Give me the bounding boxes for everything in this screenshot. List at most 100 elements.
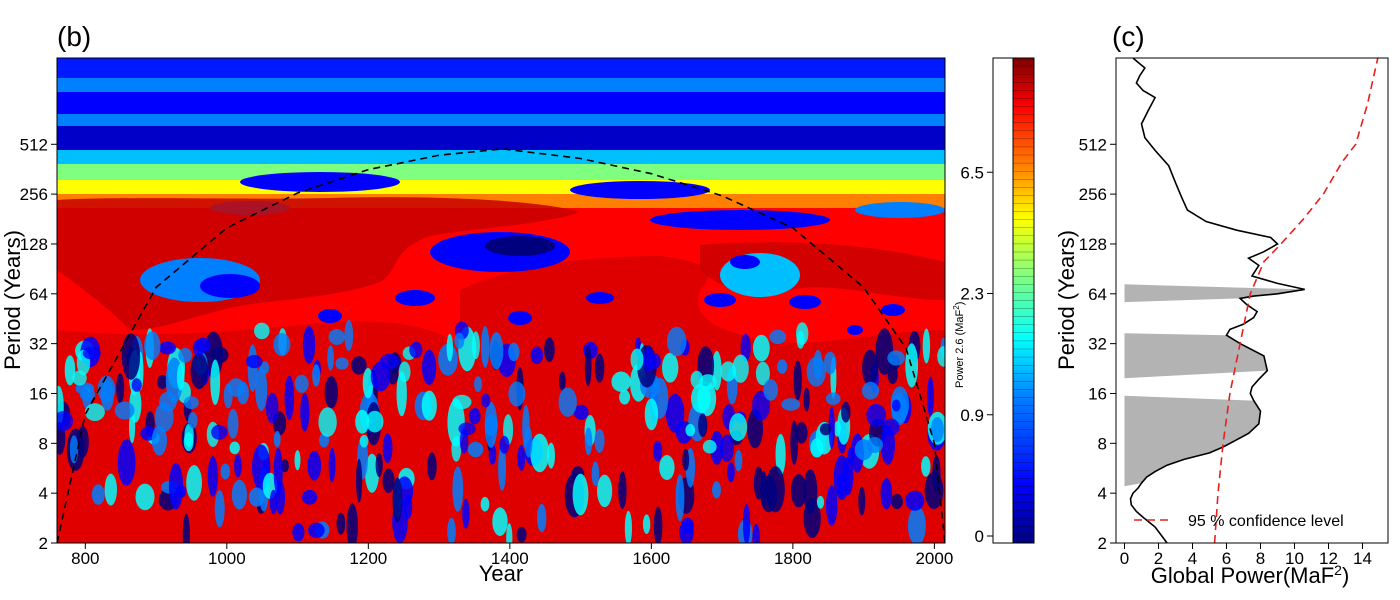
texture-blob: [734, 450, 743, 472]
x-tick-label: 6: [1222, 549, 1231, 568]
texture-blob: [584, 344, 592, 387]
texture-blob: [284, 375, 295, 421]
texture-blob: [492, 507, 508, 536]
texture-blob: [882, 418, 900, 436]
texture-blob: [573, 404, 589, 420]
texture-blob: [227, 378, 245, 397]
x-tick-label: 8: [1256, 549, 1265, 568]
texture-blob: [190, 353, 208, 390]
texture-blob: [294, 374, 309, 393]
texture-blob: [937, 346, 945, 367]
short-period-texture: [57, 319, 945, 543]
heatmap-frame: [56, 57, 946, 544]
blob-blue: [650, 210, 830, 230]
texture-blob: [618, 471, 627, 509]
texture-blob: [887, 350, 905, 366]
blob-blue: [200, 274, 260, 298]
x-tick-label: 0: [1120, 549, 1129, 568]
texture-blob: [324, 376, 338, 409]
texture-blob: [732, 354, 749, 383]
texture-blob: [690, 370, 704, 389]
blob-blue: [570, 181, 710, 199]
texture-blob: [866, 403, 887, 427]
texture-blob: [57, 411, 73, 431]
texture-blob: [653, 440, 663, 462]
y-tick-label: 256: [20, 185, 48, 204]
texture-blob: [183, 396, 199, 409]
texture-blob: [159, 391, 177, 412]
texture-blob: [816, 495, 825, 509]
texture-blob: [795, 422, 808, 444]
texture-blob: [819, 423, 832, 436]
y-tick-label: 256: [1079, 185, 1107, 204]
band-yellow: [57, 180, 945, 194]
texture-blob: [659, 455, 675, 480]
significant-band: [1124, 284, 1305, 303]
texture-blob: [922, 328, 931, 364]
texture-blob: [777, 359, 788, 374]
texture-blob: [905, 490, 925, 511]
texture-blob: [766, 466, 785, 513]
texture-blob: [312, 364, 321, 387]
texture-blob: [790, 420, 799, 465]
texture-blob: [346, 503, 358, 543]
texture-blob: [302, 489, 318, 505]
significant-band: [1124, 333, 1268, 379]
texture-blob: [69, 435, 79, 464]
texture-blob: [781, 398, 801, 411]
texture-blob: [710, 430, 724, 465]
texture-blob: [769, 329, 787, 345]
texture-blob: [97, 375, 116, 403]
x-tick-label: 800: [71, 549, 99, 568]
texture-blob: [186, 465, 203, 501]
texture-blob: [740, 333, 751, 362]
texture-blob: [547, 442, 555, 469]
texture-blob: [584, 427, 593, 456]
texture-blob: [803, 498, 821, 539]
texture-blob: [168, 462, 184, 510]
texture-blob: [452, 466, 464, 512]
texture-blob: [451, 435, 462, 462]
texture-blob: [642, 514, 651, 534]
texture-blob: [530, 433, 550, 473]
texture-blob: [175, 485, 187, 498]
texture-blob: [210, 359, 221, 406]
texture-blob: [887, 364, 898, 385]
x-tick-label: 10: [1285, 549, 1304, 568]
texture-blob: [481, 325, 490, 368]
texture-blob: [485, 415, 498, 436]
colorbar-tick-label: 0.9: [960, 406, 984, 425]
y-tick-label: 512: [20, 135, 48, 154]
texture-blob: [396, 371, 407, 417]
y-tick-label: 64: [29, 285, 48, 304]
x-tick-label: 1400: [491, 549, 529, 568]
y-tick-label: 8: [39, 434, 48, 453]
panel-c-label: (c): [1112, 21, 1145, 52]
texture-blob: [158, 341, 176, 355]
blob-blue: [395, 290, 435, 306]
x-tick-label: 12: [1319, 549, 1338, 568]
y-tick-label: 32: [1088, 335, 1107, 354]
texture-blob: [712, 481, 721, 499]
texture-blob: [308, 522, 325, 538]
texture-blob: [880, 478, 893, 510]
texture-blob: [691, 383, 711, 413]
texture-blob: [907, 506, 926, 543]
panel-b-y-axis: 2 4 8 16 32 64 128 256 512: [20, 135, 57, 553]
texture-blob: [833, 455, 850, 501]
texture-blob: [752, 390, 770, 421]
colorbar-level-lines: [1013, 65, 1034, 536]
texture-blob: [366, 410, 384, 433]
texture-blob: [726, 462, 735, 483]
panel-b-x-label: Year: [479, 561, 523, 586]
band-blue: [57, 92, 945, 114]
band-dark-blue: [57, 126, 945, 150]
x-tick-label: 14: [1353, 549, 1372, 568]
texture-blob: [382, 468, 395, 494]
texture-blob: [544, 337, 555, 363]
texture-blob: [362, 368, 374, 399]
texture-blob: [211, 424, 228, 440]
panel-c-x-axis: 0 2 4 6 8 10 12 14: [1120, 543, 1372, 568]
texture-blob: [269, 489, 278, 515]
texture-blob: [480, 496, 490, 512]
